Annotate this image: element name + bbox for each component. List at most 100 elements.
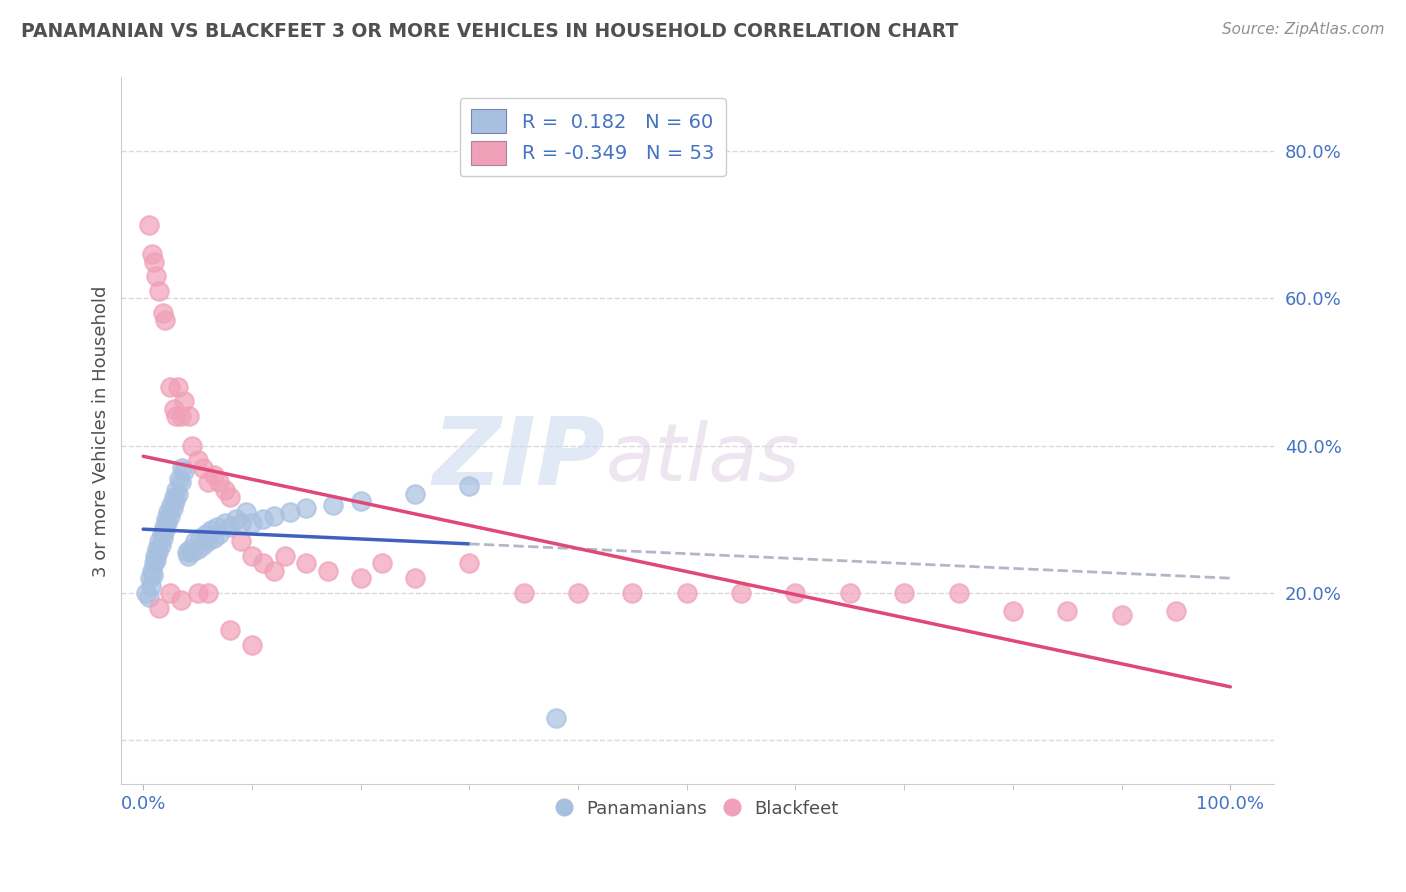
Point bbox=[322, 498, 344, 512]
Point bbox=[219, 519, 242, 533]
Point bbox=[240, 516, 263, 530]
Point bbox=[295, 557, 318, 571]
Point bbox=[458, 479, 481, 493]
Point bbox=[162, 401, 184, 416]
Point bbox=[167, 380, 190, 394]
Point bbox=[263, 564, 285, 578]
Point bbox=[173, 394, 195, 409]
Point bbox=[176, 545, 198, 559]
Point bbox=[235, 505, 257, 519]
Point bbox=[1001, 604, 1024, 618]
Point bbox=[165, 409, 187, 424]
Point bbox=[150, 527, 173, 541]
Point bbox=[186, 586, 208, 600]
Point bbox=[278, 505, 301, 519]
Point bbox=[316, 564, 339, 578]
Point bbox=[240, 549, 263, 563]
Point bbox=[205, 519, 228, 533]
Point bbox=[148, 600, 170, 615]
Point bbox=[142, 567, 165, 582]
Point bbox=[229, 534, 252, 549]
Point bbox=[143, 557, 166, 571]
Point bbox=[138, 590, 160, 604]
Point bbox=[838, 586, 860, 600]
Point bbox=[263, 508, 285, 523]
Point bbox=[458, 557, 481, 571]
Text: PANAMANIAN VS BLACKFEET 3 OR MORE VEHICLES IN HOUSEHOLD CORRELATION CHART: PANAMANIAN VS BLACKFEET 3 OR MORE VEHICL… bbox=[21, 22, 959, 41]
Point bbox=[141, 247, 163, 261]
Point bbox=[349, 494, 371, 508]
Point bbox=[149, 538, 172, 552]
Point bbox=[295, 501, 318, 516]
Text: ZIP: ZIP bbox=[433, 413, 606, 505]
Point bbox=[186, 453, 208, 467]
Point bbox=[162, 501, 184, 516]
Point bbox=[155, 512, 177, 526]
Point bbox=[153, 524, 176, 538]
Point bbox=[191, 460, 214, 475]
Point bbox=[200, 524, 222, 538]
Point bbox=[148, 284, 170, 298]
Point bbox=[214, 516, 236, 530]
Point bbox=[139, 578, 162, 592]
Point bbox=[159, 586, 181, 600]
Point bbox=[153, 313, 176, 327]
Point bbox=[148, 534, 170, 549]
Point bbox=[567, 586, 589, 600]
Point bbox=[404, 571, 426, 585]
Point bbox=[675, 586, 697, 600]
Point bbox=[172, 460, 194, 475]
Point bbox=[273, 549, 295, 563]
Point bbox=[621, 586, 644, 600]
Point bbox=[1164, 604, 1187, 618]
Point bbox=[156, 516, 179, 530]
Point bbox=[152, 306, 174, 320]
Point bbox=[162, 490, 184, 504]
Point bbox=[165, 483, 187, 497]
Point bbox=[179, 541, 201, 556]
Point bbox=[208, 475, 231, 490]
Point bbox=[148, 545, 170, 559]
Point bbox=[252, 512, 274, 526]
Point bbox=[153, 519, 176, 533]
Point bbox=[145, 553, 167, 567]
Point bbox=[202, 531, 225, 545]
Point bbox=[404, 486, 426, 500]
Point bbox=[152, 531, 174, 545]
Point bbox=[143, 549, 166, 563]
Point bbox=[225, 512, 247, 526]
Legend: Panamanians, Blackfeet: Panamanians, Blackfeet bbox=[550, 792, 845, 825]
Y-axis label: 3 or more Vehicles in Household: 3 or more Vehicles in Household bbox=[93, 285, 110, 576]
Point bbox=[191, 538, 214, 552]
Point bbox=[170, 409, 193, 424]
Point bbox=[167, 472, 190, 486]
Point bbox=[177, 549, 200, 563]
Point bbox=[177, 409, 200, 424]
Point bbox=[1056, 604, 1078, 618]
Point bbox=[135, 586, 157, 600]
Point bbox=[214, 483, 236, 497]
Point bbox=[159, 508, 181, 523]
Point bbox=[186, 541, 208, 556]
Point bbox=[170, 593, 193, 607]
Point bbox=[546, 711, 568, 725]
Point bbox=[195, 527, 218, 541]
Text: Source: ZipAtlas.com: Source: ZipAtlas.com bbox=[1222, 22, 1385, 37]
Point bbox=[252, 557, 274, 571]
Point bbox=[188, 531, 211, 545]
Point bbox=[138, 571, 160, 585]
Point bbox=[512, 586, 534, 600]
Point bbox=[160, 498, 183, 512]
Text: atlas: atlas bbox=[606, 420, 800, 499]
Point bbox=[1111, 608, 1133, 623]
Point bbox=[143, 254, 166, 268]
Point bbox=[197, 475, 219, 490]
Point bbox=[229, 516, 252, 530]
Point bbox=[349, 571, 371, 585]
Point bbox=[948, 586, 970, 600]
Point bbox=[145, 269, 167, 284]
Point bbox=[157, 505, 180, 519]
Point bbox=[184, 534, 207, 549]
Point bbox=[219, 623, 242, 637]
Point bbox=[202, 468, 225, 483]
